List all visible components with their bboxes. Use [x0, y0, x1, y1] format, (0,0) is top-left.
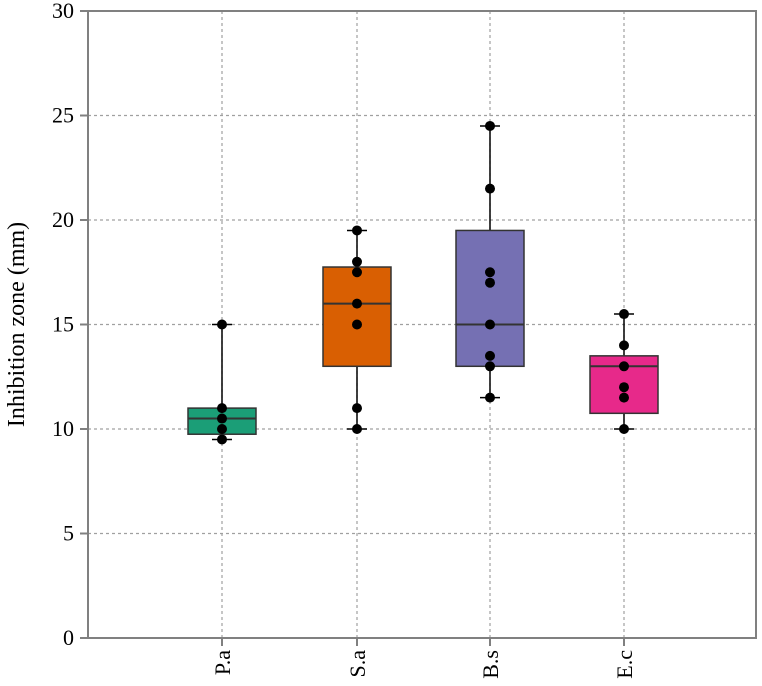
x-tick-label: E.c [612, 650, 637, 679]
data-point [217, 319, 227, 330]
x-tick-label: B.s [478, 650, 503, 679]
data-point [619, 309, 629, 320]
box-group-bs [455, 120, 525, 403]
data-point [485, 277, 495, 288]
data-point [485, 267, 495, 278]
data-point [217, 434, 227, 445]
data-point [485, 392, 495, 403]
data-point [485, 361, 495, 372]
y-tick-label: 15 [52, 312, 74, 337]
y-tick-label: 0 [63, 625, 74, 650]
y-tick-label: 30 [52, 0, 74, 23]
data-point [352, 403, 362, 414]
data-point [352, 225, 362, 236]
y-tick-label: 20 [52, 207, 74, 232]
data-point [217, 413, 227, 424]
x-tick-label: P.a [210, 650, 235, 675]
data-point [352, 424, 362, 434]
x-tick-label: S.a [345, 650, 370, 678]
plot-frame [87, 10, 757, 639]
box-series [187, 120, 659, 445]
box-group-pa [187, 319, 257, 445]
data-point [352, 267, 362, 278]
data-point [352, 256, 362, 267]
data-point [217, 424, 227, 434]
box-group-sa [322, 225, 392, 434]
y-axis-label: Inhibition zone (mm) [4, 222, 30, 427]
data-point [217, 403, 227, 414]
data-point [352, 319, 362, 330]
data-point [619, 382, 629, 393]
box [455, 229, 525, 368]
x-axis: P.a S.a B.s E.c [210, 638, 637, 679]
grid-lines [88, 11, 756, 638]
data-point [485, 350, 495, 361]
data-point [619, 361, 629, 372]
data-point [485, 319, 495, 330]
y-tick-label: 10 [52, 416, 74, 441]
box [322, 266, 392, 368]
box-group-ec [589, 309, 659, 434]
data-point [619, 392, 629, 403]
y-tick-label: 5 [63, 521, 74, 546]
y-axis: 0 5 10 15 20 25 30 [52, 0, 88, 650]
data-point [619, 424, 629, 434]
data-point [485, 120, 495, 131]
data-point [619, 340, 629, 351]
data-point [485, 183, 495, 194]
data-point [352, 298, 362, 309]
y-tick-label: 25 [52, 103, 74, 128]
